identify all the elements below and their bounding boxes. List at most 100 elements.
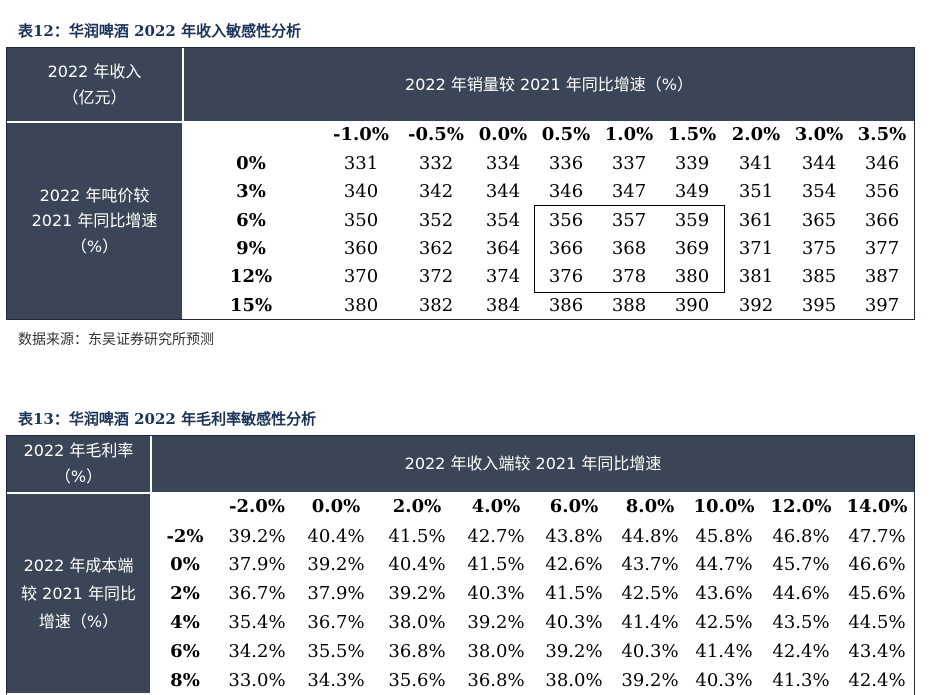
table13-cell: 42.6% [545,554,603,575]
table12-cell: 349 [674,181,710,202]
table12-row-label: 12% [229,266,273,287]
table12-corner-header: 2022 年收入 （亿元） [7,48,182,121]
table12-highlight-box [534,205,725,293]
table13-corner-header: 2022 年毛利率 （%） [7,436,150,492]
table12-cell: 387 [864,266,900,287]
table13-cell: 45.8% [695,526,753,547]
table12-corner-line1: 2022 年收入 [47,61,142,81]
table13-cell: 42.5% [695,612,753,633]
table12-cell: 356 [864,181,900,202]
table12-column-group-header: 2022 年销量较 2021 年同比增速（%） [184,48,914,121]
table13-corner-line2: （%） [54,467,103,486]
table12-corner-line2: （亿元） [62,87,127,107]
table13-row-group-header: 2022 年成本端 较 2021 年同比 增速（%） [7,494,150,693]
table12-cell: 332 [418,153,454,174]
table12-column-header: 1.0% [604,124,654,145]
table13-cell: 41.3% [772,670,830,691]
table13-cell: 43.6% [695,583,753,604]
table13-cell: 36.8% [388,641,446,662]
table13-cell: 41.5% [467,554,525,575]
table13-cell: 46.6% [848,554,906,575]
table12-column-header: 2.0% [731,124,781,145]
table13-column-header: 14.0% [846,496,908,517]
table13-cell: 40.3% [545,612,603,633]
table13-cell: 35.4% [228,612,286,633]
table12-cell: 380 [343,295,379,316]
table12-row-label: 3% [236,181,266,202]
table13-cell: 42.4% [848,670,906,691]
table12-cell: 388 [611,295,647,316]
table12-cell: 386 [548,295,584,316]
table13-cell: 42.7% [467,526,525,547]
table12-cell: 376 [548,266,584,287]
table12-source-note: 数据来源：东吴证券研究所预测 [18,332,214,348]
table12-cell: 362 [418,238,454,259]
table12-column-group-label: 2022 年销量较 2021 年同比增速（%） [405,74,693,94]
table12-cell: 368 [611,238,647,259]
table13-cell: 41.4% [621,612,679,633]
table13-cell: 38.0% [388,612,446,633]
table13-row-label: 8% [170,670,200,691]
table13-cell: 47.7% [848,526,906,547]
table13-cell: 40.4% [307,526,365,547]
table13-caption: 表13：华润啤酒 2022 年毛利率敏感性分析 [18,410,317,428]
table13-row-label: 6% [170,641,200,662]
table12-cell: 378 [611,266,647,287]
table12-cell: 371 [738,238,774,259]
table13-cell: 36.7% [307,612,365,633]
table12-cell: 346 [864,153,900,174]
table12-row-label: 6% [236,210,266,231]
table13-cell: 43.5% [772,612,830,633]
table12-cell: 360 [343,238,379,259]
table12-row-label: 15% [229,295,273,316]
table12-cell: 392 [738,295,774,316]
table13-row-label: 0% [170,554,200,575]
table12-row-header-line3: （%） [70,236,119,256]
table12-cell: 366 [548,238,584,259]
table13-corner-line1: 2022 年毛利率 [23,441,134,461]
table12-cell: 365 [801,210,837,231]
table13-cell: 38.0% [467,641,525,662]
table12-column-header: 3.0% [794,124,844,145]
table13-cell: 41.5% [388,526,446,547]
table12-cell: 374 [485,266,521,287]
table13-cell: 37.9% [307,583,365,604]
table12-cell: 364 [485,238,521,259]
table13-column-header: 10.0% [693,496,755,517]
table13-cell: 43.8% [545,526,603,547]
table12-column-header: 3.5% [857,124,907,145]
table12-cell: 375 [801,238,837,259]
table13-cell: 43.4% [848,641,906,662]
table13 [6,435,915,695]
table12-cell: 331 [343,153,379,174]
table13-row-label: 4% [170,612,200,633]
table12-column-header: 1.5% [667,124,717,145]
table12-cell: 352 [418,210,454,231]
table12-cell: 395 [801,295,837,316]
table12-row-label: 9% [236,238,266,259]
table13-cell: 35.6% [388,670,446,691]
table13-cell: 39.2% [228,526,286,547]
table12-cell: 361 [738,210,774,231]
table13-row-header-line3: 增速（%） [38,611,119,631]
table12-cell: 337 [611,153,647,174]
table13-cell: 33.0% [228,670,286,691]
table12-cell: 390 [674,295,710,316]
table12-cell: 382 [418,295,454,316]
table13-cell: 46.8% [772,526,830,547]
table13-cell: 44.6% [772,583,830,604]
table13-column-group-label: 2022 年收入端较 2021 年同比增速 [404,454,662,474]
table12-cell: 359 [674,210,710,231]
table13-cell: 45.6% [848,583,906,604]
table13-cell: 41.5% [545,583,603,604]
table12-cell: 350 [343,210,379,231]
table12-cell: 344 [801,153,837,174]
table12-column-header: -0.5% [408,124,464,145]
table12-cell: 351 [738,181,774,202]
table13-row-label: 2% [170,583,200,604]
table12-cell: 342 [418,181,454,202]
table12-column-header: 0.0% [478,124,528,145]
table12-cell: 370 [343,266,379,287]
table13-cell: 39.2% [307,554,365,575]
table13-cell: 42.4% [772,641,830,662]
